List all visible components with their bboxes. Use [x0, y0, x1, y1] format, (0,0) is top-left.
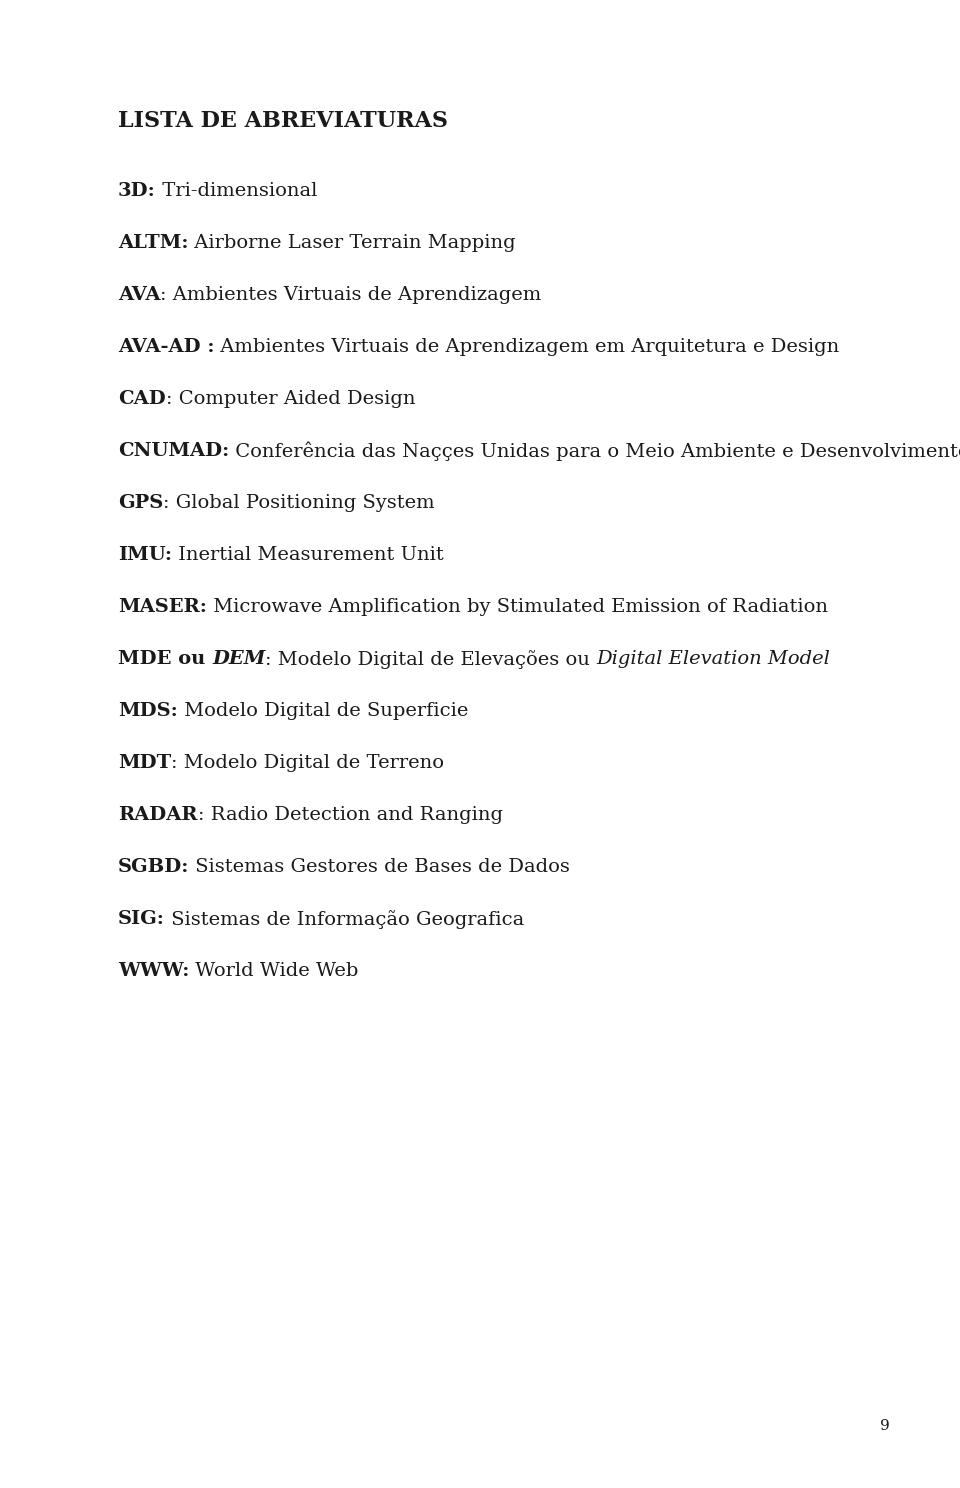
Text: Modelo Digital de Superficie: Modelo Digital de Superficie — [178, 702, 468, 720]
Text: RADAR: RADAR — [118, 806, 198, 824]
Text: MDT: MDT — [118, 754, 171, 772]
Text: Airborne Laser Terrain Mapping: Airborne Laser Terrain Mapping — [188, 234, 516, 251]
Text: 9: 9 — [880, 1420, 890, 1433]
Text: IMU:: IMU: — [118, 546, 172, 564]
Text: GPS: GPS — [118, 494, 163, 512]
Text: Sistemas de Informação Geografica: Sistemas de Informação Geografica — [165, 911, 524, 929]
Text: Ambientes Virtuais de Aprendizagem em Arquitetura e Design: Ambientes Virtuais de Aprendizagem em Ar… — [214, 338, 840, 356]
Text: MDS:: MDS: — [118, 702, 178, 720]
Text: Conferência das Naççes Unidas para o Meio Ambiente e Desenvolvimento: Conferência das Naççes Unidas para o Mei… — [229, 442, 960, 461]
Text: : Computer Aided Design: : Computer Aided Design — [166, 390, 416, 408]
Text: WWW:: WWW: — [118, 963, 189, 981]
Text: : Radio Detection and Ranging: : Radio Detection and Ranging — [198, 806, 502, 824]
Text: Digital Elevation Model: Digital Elevation Model — [596, 650, 830, 668]
Text: AVA: AVA — [118, 286, 160, 304]
Text: CAD: CAD — [118, 390, 166, 408]
Text: Inertial Measurement Unit: Inertial Measurement Unit — [172, 546, 444, 564]
Text: LISTA DE ABREVIATURAS: LISTA DE ABREVIATURAS — [118, 110, 448, 132]
Text: AVA-AD :: AVA-AD : — [118, 338, 214, 356]
Text: 3D:: 3D: — [118, 182, 156, 199]
Text: ALTM:: ALTM: — [118, 234, 188, 251]
Text: : Modelo Digital de Terreno: : Modelo Digital de Terreno — [171, 754, 444, 772]
Text: World Wide Web: World Wide Web — [189, 963, 359, 981]
Text: Microwave Amplification by Stimulated Emission of Radiation: Microwave Amplification by Stimulated Em… — [206, 598, 828, 616]
Text: : Global Positioning System: : Global Positioning System — [163, 494, 435, 512]
Text: SGBD:: SGBD: — [118, 859, 189, 876]
Text: DEM: DEM — [212, 650, 265, 668]
Text: Sistemas Gestores de Bases de Dados: Sistemas Gestores de Bases de Dados — [189, 859, 570, 876]
Text: : Ambientes Virtuais de Aprendizagem: : Ambientes Virtuais de Aprendizagem — [160, 286, 541, 304]
Text: CNUMAD:: CNUMAD: — [118, 442, 229, 460]
Text: Tri-dimensional: Tri-dimensional — [156, 182, 317, 199]
Text: MDE ou: MDE ou — [118, 650, 212, 668]
Text: MASER:: MASER: — [118, 598, 206, 616]
Text: : Modelo Digital de Elevações ou: : Modelo Digital de Elevações ou — [265, 650, 596, 670]
Text: SIG:: SIG: — [118, 911, 165, 929]
